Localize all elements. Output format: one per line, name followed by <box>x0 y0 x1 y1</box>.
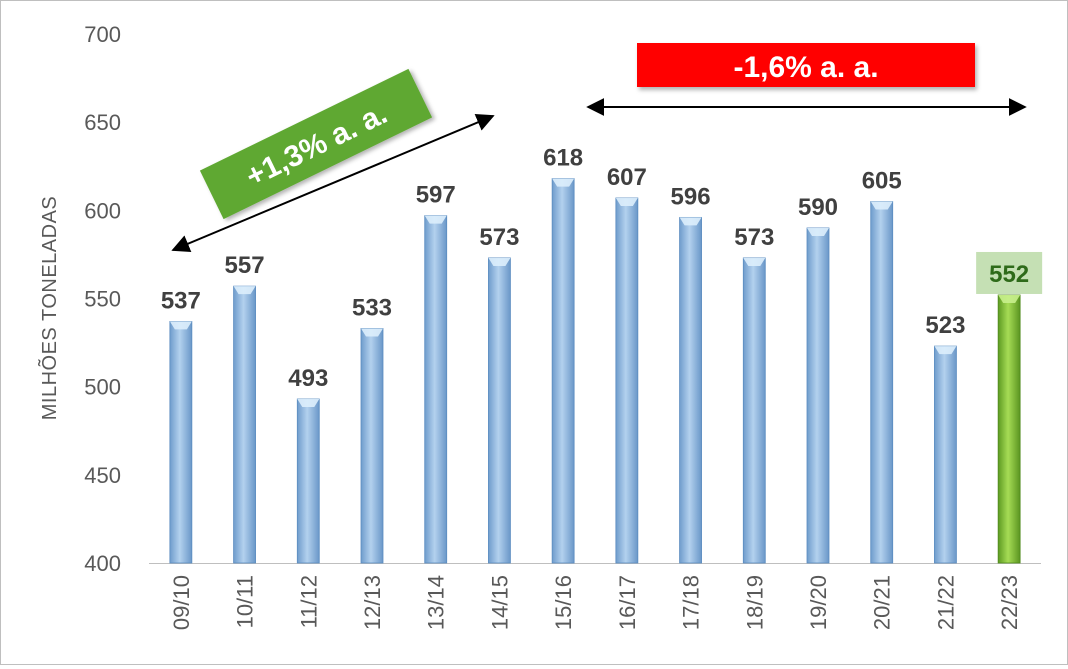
value-label: 596 <box>671 183 711 210</box>
y-tick-label: 400 <box>84 551 121 576</box>
x-tick-label: 12/13 <box>360 575 385 630</box>
x-tick-label: 20/21 <box>870 575 895 630</box>
growth-arrow <box>171 113 495 253</box>
bar-19-20 <box>806 227 830 564</box>
value-label: 537 <box>161 287 201 314</box>
value-label: 573 <box>479 224 519 251</box>
x-tick-label: 21/22 <box>933 575 958 630</box>
bar-18-19 <box>742 257 766 564</box>
bar <box>360 328 384 564</box>
growth-rate-banner-box <box>199 68 433 220</box>
y-axis-label: MILHÕES TONELADAS <box>37 196 61 421</box>
bar-top-bevel <box>361 328 383 337</box>
bar <box>169 321 193 564</box>
y-tick-label: 650 <box>84 110 121 135</box>
value-label: 523 <box>925 312 965 339</box>
x-tick-label: 15/16 <box>551 575 576 630</box>
decline-rate-banner-box <box>637 43 975 87</box>
bar-top-bevel <box>870 201 893 210</box>
value-label: 607 <box>607 164 647 191</box>
x-tick-label: 09/10 <box>169 575 194 630</box>
bar-top-bevel <box>297 399 320 408</box>
bar-20-21 <box>870 201 894 564</box>
x-tick-label: 11/12 <box>296 575 321 628</box>
bar-12-13 <box>360 328 384 564</box>
bar-14-15 <box>488 257 511 564</box>
bar <box>551 178 575 564</box>
bar-10-11 <box>233 285 256 564</box>
value-label: 533 <box>352 294 392 321</box>
x-tick-label: 22/23 <box>997 575 1022 630</box>
value-label: 597 <box>416 182 456 209</box>
bar <box>742 257 766 564</box>
highlight-label-box <box>976 251 1043 294</box>
bar-top-bevel <box>934 346 957 355</box>
bar-16-17 <box>615 197 639 564</box>
bar-17-18 <box>679 216 702 564</box>
x-tick-label: 19/20 <box>806 575 831 630</box>
value-label: 618 <box>543 145 583 172</box>
bar <box>934 345 957 564</box>
x-tick-label: 17/18 <box>679 575 704 630</box>
value-labels: 537 557 493 533 597 573 618 607 596 573 590 605 523 5… <box>161 145 1043 392</box>
y-axis-ticks: 400 450 500 550 600 650 700 <box>84 22 121 576</box>
bar <box>870 201 894 564</box>
bar <box>424 215 448 564</box>
value-label: 493 <box>288 365 328 392</box>
x-axis-ticks: 09/10 10/11 11/12 12/13 13/14 14/15 15/16 16/17… <box>169 575 1022 630</box>
bar-top-bevel <box>998 294 1021 303</box>
bar-top-bevel <box>679 217 702 226</box>
x-tick-label: 13/14 <box>424 575 449 630</box>
value-label: 573 <box>734 224 774 251</box>
value-label: 605 <box>862 168 902 195</box>
bar <box>233 285 256 564</box>
bar-11-12 <box>296 398 320 564</box>
y-tick-label: 550 <box>84 287 121 312</box>
bar <box>679 216 702 564</box>
bar-top-bevel <box>743 257 766 266</box>
bar-13-14 <box>424 215 448 564</box>
bar-top-bevel <box>169 321 192 330</box>
decline-rate-text: -1,6% a. a. <box>733 51 878 84</box>
bar-22-23 <box>997 294 1021 564</box>
bar-top-bevel <box>615 197 638 206</box>
y-tick-label: 700 <box>84 22 121 47</box>
y-tick-label: 450 <box>84 463 121 488</box>
growth-rate-banner: +1,3% a. a. <box>199 68 433 220</box>
bar-top-bevel <box>488 257 511 266</box>
bar-21-22 <box>934 345 957 564</box>
decline-rate-banner: -1,6% a. a. <box>637 43 975 87</box>
x-tick-label: 18/19 <box>742 575 767 630</box>
x-tick-label: 14/15 <box>487 575 512 630</box>
x-tick-label: 16/17 <box>615 575 640 630</box>
value-label: 557 <box>225 252 265 279</box>
y-tick-label: 600 <box>84 198 121 223</box>
bar-top-bevel <box>233 286 256 295</box>
bar <box>997 294 1021 564</box>
bar-top-bevel <box>807 227 829 236</box>
value-label: 552 <box>989 261 1029 288</box>
bar <box>296 398 320 564</box>
value-label: 590 <box>798 194 838 221</box>
bar-15-16 <box>551 178 575 564</box>
x-tick-label: 10/11 <box>233 575 258 628</box>
bar-09-10 <box>169 321 193 564</box>
y-tick-label: 500 <box>84 375 121 400</box>
bar <box>615 197 639 564</box>
bar <box>806 227 830 564</box>
bar-top-bevel <box>552 178 575 187</box>
bar <box>488 257 511 564</box>
